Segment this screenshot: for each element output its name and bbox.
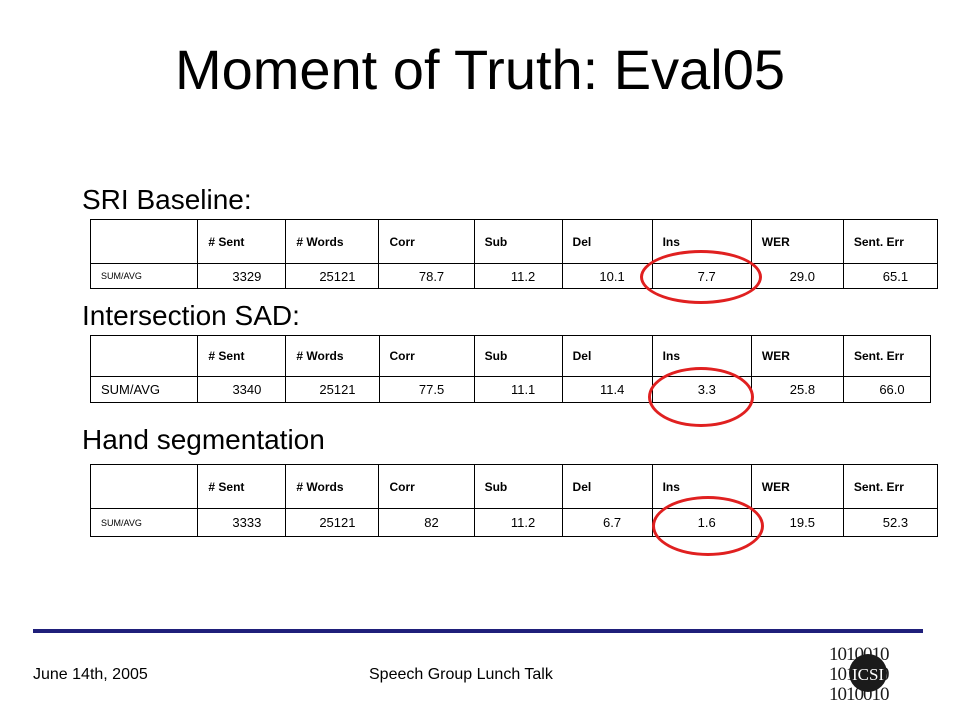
- cell-sent: 3340: [197, 376, 287, 403]
- cell-sent-err: 65.1: [842, 263, 939, 289]
- highlight-ring: [652, 496, 764, 556]
- table-header-row: # Sent # Words Corr Sub Del Ins WER Sent…: [89, 335, 932, 377]
- icsi-logo: 1010010 1010010 1010010 ICSI: [829, 644, 890, 702]
- header-cell: # Words: [285, 335, 380, 377]
- footer-date: June 14th, 2005: [33, 666, 148, 683]
- cell-sent-err: 52.3: [842, 508, 939, 537]
- cell-sent: 3333: [197, 508, 287, 537]
- table-row: SUM/AVG 3340 25121 77.5 11.1 11.4 3.3 25…: [89, 376, 932, 403]
- header-cell: [89, 335, 199, 377]
- header-cell: Corr: [378, 335, 475, 377]
- header-cell: # Words: [285, 219, 380, 264]
- header-cell: Corr: [378, 219, 475, 264]
- cell-del: 11.4: [561, 376, 653, 403]
- cell-sub: 11.2: [473, 263, 563, 289]
- header-cell: Sent. Err: [842, 219, 939, 264]
- section-heading-intersection-sad: Intersection SAD:: [82, 300, 300, 331]
- header-cell: Del: [561, 335, 653, 377]
- cell-wer: 19.5: [750, 508, 844, 537]
- header-cell: Del: [561, 464, 653, 509]
- table-row: SUM/AVG 3333 25121 82 11.2 6.7 1.6 19.5 …: [89, 508, 939, 537]
- cell-words: 25121: [285, 376, 380, 403]
- highlight-ring: [648, 367, 754, 427]
- header-cell: [89, 219, 199, 264]
- slide-title: Moment of Truth: Eval05: [174, 38, 786, 101]
- header-cell: # Words: [285, 464, 380, 509]
- header-cell: # Sent: [197, 219, 287, 264]
- header-cell: Sub: [473, 219, 563, 264]
- cell-del: 6.7: [561, 508, 653, 537]
- header-cell: Corr: [378, 464, 475, 509]
- header-cell: WER: [750, 464, 844, 509]
- row-label: SUM/AVG: [89, 508, 199, 537]
- header-cell: WER: [750, 219, 844, 264]
- table-header-row: # Sent # Words Corr Sub Del Ins WER Sent…: [89, 464, 939, 509]
- cell-words: 25121: [285, 263, 380, 289]
- section-heading-sri-baseline: SRI Baseline:: [82, 184, 252, 215]
- header-cell: Sent. Err: [842, 464, 939, 509]
- footer-rule: [33, 629, 923, 633]
- cell-wer: 29.0: [750, 263, 844, 289]
- cell-words: 25121: [285, 508, 380, 537]
- header-cell: # Sent: [197, 335, 287, 377]
- cell-corr: 82: [378, 508, 475, 537]
- logo-circle: [849, 654, 887, 692]
- header-cell: WER: [750, 335, 844, 377]
- header-cell: Sub: [473, 464, 563, 509]
- results-table-sri-baseline: # Sent # Words Corr Sub Del Ins WER Sent…: [89, 219, 939, 289]
- logo-text: ICSI: [852, 665, 884, 684]
- footer-talk-title: Speech Group Lunch Talk: [369, 666, 553, 683]
- header-cell: # Sent: [197, 464, 287, 509]
- cell-del: 10.1: [561, 263, 653, 289]
- cell-sub: 11.2: [473, 508, 563, 537]
- cell-wer: 25.8: [750, 376, 844, 403]
- results-table-hand-segmentation: # Sent # Words Corr Sub Del Ins WER Sent…: [89, 464, 939, 537]
- cell-sent-err: 66.0: [842, 376, 932, 403]
- cell-corr: 78.7: [378, 263, 475, 289]
- header-cell: Sub: [473, 335, 563, 377]
- section-heading-hand-segmentation: Hand segmentation: [82, 424, 325, 455]
- header-cell: Sent. Err: [842, 335, 932, 377]
- cell-corr: 77.5: [378, 376, 475, 403]
- cell-sub: 11.1: [473, 376, 563, 403]
- table-header-row: # Sent # Words Corr Sub Del Ins WER Sent…: [89, 219, 939, 264]
- table-row: SUM/AVG 3329 25121 78.7 11.2 10.1 7.7 29…: [89, 263, 939, 289]
- header-cell: Del: [561, 219, 653, 264]
- cell-sent: 3329: [197, 263, 287, 289]
- row-label: SUM/AVG: [89, 263, 199, 289]
- row-label: SUM/AVG: [89, 376, 199, 403]
- highlight-ring: [640, 250, 762, 304]
- header-cell: [89, 464, 199, 509]
- results-table-intersection-sad: # Sent # Words Corr Sub Del Ins WER Sent…: [89, 335, 932, 403]
